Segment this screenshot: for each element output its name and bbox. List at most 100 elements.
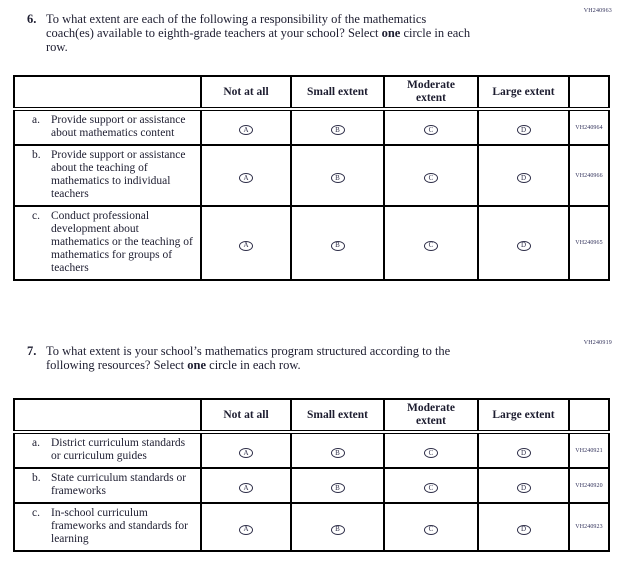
option-cell: C — [383, 431, 479, 469]
option-circle-d[interactable]: D — [516, 125, 531, 135]
row-label-cell: b. State curriculum standards or framewor… — [13, 467, 202, 504]
option-circle-b[interactable]: B — [330, 524, 345, 535]
option-cell: A — [200, 108, 292, 146]
option-cell: C — [383, 108, 479, 146]
option-circle-c[interactable]: C — [424, 524, 438, 535]
option-cell: D — [477, 108, 570, 146]
table-row: c. Conduct professional development about… — [13, 205, 610, 281]
row-letter: a. — [32, 437, 40, 449]
option-cell: C — [383, 205, 479, 281]
option-cell: B — [290, 108, 385, 146]
option-cell: A — [200, 144, 292, 207]
row-label-cell: b. Provide support or assistance about th… — [13, 144, 202, 207]
option-cell: B — [290, 467, 385, 504]
column-header: Small extent — [290, 398, 385, 434]
header-row: Not at all Small extent Moderate extent Lar… — [13, 398, 610, 434]
table-row: b. State curriculum standards or framewor… — [13, 467, 610, 504]
column-header: Small extent — [290, 75, 385, 111]
row-code: VH240921 — [568, 431, 610, 469]
table-row: b. Provide support or assistance about th… — [13, 144, 610, 207]
option-circle-c[interactable]: C — [424, 483, 438, 493]
option-cell: B — [290, 431, 385, 469]
column-header: Large extent — [477, 398, 570, 434]
option-cell: D — [477, 205, 570, 281]
response-grid: Not at all Small extent Moderate extent Lar… — [13, 75, 610, 281]
option-circle-c[interactable]: C — [424, 173, 438, 183]
option-circle-c[interactable]: C — [424, 448, 438, 458]
header-code-cell — [568, 75, 610, 111]
option-circle-a[interactable]: A — [239, 240, 253, 251]
option-circle-b[interactable]: B — [330, 240, 345, 251]
option-cell: C — [383, 467, 479, 504]
row-code: VH240923 — [568, 502, 610, 552]
option-cell: D — [477, 144, 570, 207]
option-cell: B — [290, 205, 385, 281]
option-cell: B — [290, 502, 385, 552]
option-cell: C — [383, 144, 479, 207]
option-cell: D — [477, 431, 570, 469]
option-circle-a[interactable]: A — [239, 483, 253, 493]
question-block: VH240919 7. To what extent is your schoo… — [0, 340, 623, 552]
header-stub-cell — [13, 398, 202, 434]
option-circle-c[interactable]: C — [424, 125, 438, 135]
option-cell: A — [200, 467, 292, 504]
row-text: In-school curriculum frameworks and stan… — [51, 507, 188, 545]
row-label-cell: c. Conduct professional development about… — [13, 205, 202, 281]
question-code: VH240919 — [583, 340, 612, 346]
row-text: State curriculum standards or frameworks — [51, 472, 187, 497]
row-code: VH240965 — [568, 205, 610, 281]
header-code-cell — [568, 398, 610, 434]
option-circle-d[interactable]: D — [516, 524, 531, 535]
option-circle-a[interactable]: A — [239, 125, 253, 135]
header-row: Not at all Small extent Moderate extent Lar… — [13, 75, 610, 111]
question-text: To what extent is your school’s mathemat… — [46, 344, 451, 372]
option-circle-d[interactable]: D — [516, 240, 531, 251]
response-grid: Not at all Small extent Moderate extent Lar… — [13, 398, 610, 552]
question-number: 7. — [27, 344, 37, 358]
option-cell: D — [477, 467, 570, 504]
option-circle-b[interactable]: B — [330, 173, 345, 183]
option-circle-a[interactable]: A — [239, 173, 253, 183]
row-text: Provide support or assistance about math… — [51, 114, 186, 139]
column-header: Large extent — [477, 75, 570, 111]
option-cell: A — [200, 502, 292, 552]
table-row: a. Provide support or assistance about ma… — [13, 108, 610, 146]
option-circle-d[interactable]: D — [516, 173, 531, 183]
column-header: Not at all — [200, 398, 292, 434]
option-circle-a[interactable]: A — [239, 524, 253, 535]
row-text: District curriculum standards or curricu… — [51, 437, 186, 462]
row-letter: a. — [32, 114, 40, 126]
row-code: VH240920 — [568, 467, 610, 504]
option-cell: A — [200, 205, 292, 281]
row-letter: c. — [32, 210, 40, 222]
column-header: Moderate extent — [383, 398, 479, 434]
row-code: VH240964 — [568, 108, 610, 146]
row-letter: b. — [32, 472, 41, 484]
option-circle-b[interactable]: B — [330, 448, 345, 458]
row-letter: c. — [32, 507, 40, 519]
option-cell: A — [200, 431, 292, 469]
option-circle-a[interactable]: A — [239, 448, 253, 458]
row-text: Conduct professional development about m… — [51, 210, 193, 274]
table-row: a. District curriculum standards or curri… — [13, 431, 610, 469]
column-header: Not at all — [200, 75, 292, 111]
option-circle-b[interactable]: B — [330, 125, 345, 135]
question-prompt: 6. To what extent are each of the follow… — [27, 12, 623, 54]
question-text: To what extent are each of the following… — [46, 12, 471, 54]
question-prompt: 7. To what extent is your school’s mathe… — [27, 344, 623, 372]
option-cell: D — [477, 502, 570, 552]
option-circle-b[interactable]: B — [330, 483, 345, 493]
option-circle-d[interactable]: D — [516, 448, 531, 458]
question-block: VH240963 6. To what extent are each of t… — [0, 8, 623, 281]
question-code: VH240963 — [583, 8, 612, 14]
row-label-cell: a. District curriculum standards or curri… — [13, 431, 202, 469]
row-label-cell: a. Provide support or assistance about ma… — [13, 108, 202, 146]
column-header: Moderate extent — [383, 75, 479, 111]
option-cell: C — [383, 502, 479, 552]
row-text: Provide support or assistance about the … — [51, 149, 186, 200]
row-label-cell: c. In-school curriculum frameworks and st… — [13, 502, 202, 552]
option-circle-c[interactable]: C — [424, 240, 438, 251]
option-circle-d[interactable]: D — [516, 483, 531, 493]
header-stub-cell — [13, 75, 202, 111]
